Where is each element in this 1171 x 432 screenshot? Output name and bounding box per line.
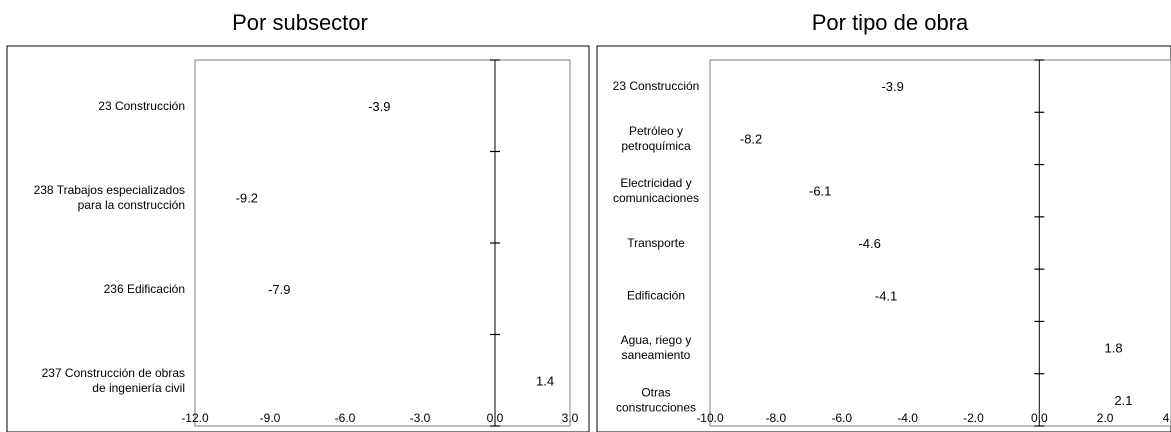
category-label-left: para la construcción (78, 198, 185, 212)
category-label-right: Otras (641, 385, 670, 399)
category-label-right: Transporte (627, 236, 685, 250)
x-tick-label-right: -10.0 (696, 411, 724, 425)
category-label-right: Electricidad y (620, 176, 691, 190)
category-label-left: 236 Edificación (104, 282, 185, 296)
x-tick-label-left: -12.0 (181, 411, 209, 425)
bar-value-label-right: -4.6 (858, 236, 880, 251)
plot-area-right (709, 59, 1171, 427)
category-label-right: Agua, riego y (621, 333, 692, 347)
category-label-left: de ingeniería civil (92, 381, 185, 395)
x-tick-label-left: -6.0 (335, 411, 356, 425)
x-tick-label-left: -3.0 (410, 411, 431, 425)
bar-value-label-left: 1.4 (536, 373, 554, 388)
x-tick-label-right: 4.0 (1163, 411, 1171, 425)
category-label-right: comunicaciones (613, 191, 699, 205)
category-label-left: 238 Trabajos especializados (34, 183, 185, 197)
x-tick-label-right: -8.0 (766, 411, 787, 425)
x-tick-label-right: -4.0 (897, 411, 918, 425)
bar-value-label-left: -7.9 (268, 282, 290, 297)
bar-value-label-left: -3.9 (368, 99, 390, 114)
x-tick-label-left: 0.0 (487, 411, 504, 425)
x-tick-label-left: 3.0 (562, 411, 579, 425)
category-label-right: saneamiento (622, 348, 691, 362)
x-tick-label-right: -2.0 (963, 411, 984, 425)
category-label-left: 23 Construcción (98, 99, 185, 113)
bar-value-label-right: 1.8 (1105, 341, 1123, 356)
x-tick-label-right: -6.0 (831, 411, 852, 425)
bar-value-label-right: 2.1 (1114, 393, 1132, 408)
plot-area-left (194, 59, 571, 427)
bar-value-label-right: -3.9 (881, 79, 903, 94)
category-label-right: petroquímica (621, 139, 691, 153)
category-label-right: Edificación (627, 288, 685, 302)
bar-value-label-right: -4.1 (875, 288, 897, 303)
bar-value-label-left: -9.2 (236, 190, 258, 205)
bar-value-label-right: -8.2 (740, 131, 762, 146)
chart-title-left: Por subsector (232, 10, 368, 35)
bar-value-label-right: -6.1 (809, 184, 831, 199)
x-tick-label-right: 2.0 (1097, 411, 1114, 425)
chart-title-right: Por tipo de obra (811, 10, 969, 35)
category-label-left: 237 Construcción de obras (42, 366, 185, 380)
category-label-right: Petróleo y (629, 124, 683, 138)
x-tick-label-left: -9.0 (260, 411, 281, 425)
category-label-right: 23 Construcción (613, 79, 700, 93)
x-tick-label-right: 0.0 (1031, 411, 1048, 425)
category-label-right: construcciones (616, 400, 696, 414)
